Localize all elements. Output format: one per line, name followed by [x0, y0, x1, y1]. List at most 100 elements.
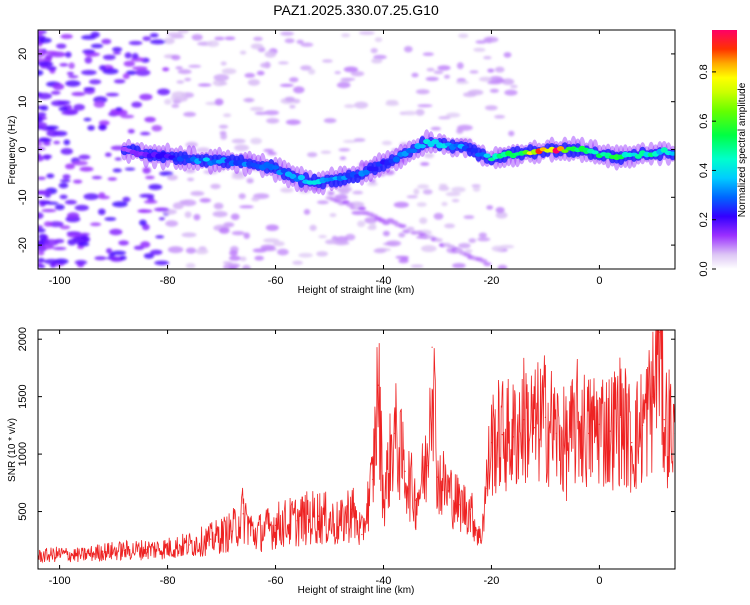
colorbar-gradient [712, 30, 737, 269]
noise-blob [280, 31, 294, 36]
noise-blob [327, 190, 335, 196]
noise-blob [308, 68, 316, 75]
x-tick-label: -60 [268, 575, 284, 587]
spectrogram-ridge [120, 129, 675, 196]
noise-blob [65, 51, 72, 58]
noise-blob [124, 52, 132, 59]
noise-blob [93, 100, 106, 108]
noise-blob [278, 61, 289, 65]
noise-blob [74, 204, 89, 211]
noise-blob [494, 66, 505, 73]
noise-blob [263, 148, 274, 153]
snr-point [490, 442, 493, 444]
noise-blob [38, 212, 44, 220]
noise-blob [251, 196, 260, 202]
y-tick-label: 1500 [17, 384, 29, 408]
noise-blob [150, 249, 163, 255]
noise-blob [131, 53, 139, 60]
noise-blob [68, 75, 79, 79]
noise-blob [90, 222, 102, 227]
snr-point [274, 524, 277, 526]
noise-blob [190, 191, 205, 196]
noise-blob [171, 103, 180, 108]
noise-blob [264, 50, 277, 58]
noise-blob [89, 79, 102, 85]
noise-blob [487, 80, 502, 85]
noise-blob [66, 71, 74, 76]
noise-blob [46, 66, 57, 71]
noise-blob [185, 247, 197, 254]
noise-blob [374, 37, 383, 43]
x-tick-label: -40 [376, 275, 392, 287]
noise-blob [253, 36, 263, 42]
noise-blob [230, 213, 240, 221]
noise-blob [373, 248, 387, 254]
noise-blob [38, 116, 44, 123]
noise-blob [265, 224, 279, 231]
snr-point [231, 530, 233, 532]
snr-point [620, 416, 622, 418]
noise-blob [151, 125, 163, 132]
noise-blob [411, 72, 419, 78]
noise-blob [338, 148, 351, 152]
noise-blob [419, 217, 428, 224]
noise-blob [340, 77, 356, 81]
noise-blob [455, 80, 469, 85]
ridge-blob [297, 174, 305, 181]
noise-blob [425, 76, 439, 82]
noise-blob [463, 215, 475, 220]
noise-blob [38, 61, 54, 67]
noise-blob [467, 89, 484, 96]
noise-blob [60, 179, 71, 183]
noise-blob [438, 186, 450, 191]
noise-blob [320, 150, 332, 154]
ridge-blob [202, 157, 210, 162]
y-tick-label: 20 [17, 48, 29, 60]
noise-blob [254, 255, 264, 261]
noise-blob [298, 253, 313, 258]
noise-blob [366, 182, 378, 186]
noise-blob [260, 244, 276, 251]
noise-blob [497, 264, 508, 269]
noise-blob [357, 220, 366, 228]
noise-blob [468, 238, 477, 244]
noise-blob [485, 37, 493, 44]
noise-blob [350, 71, 365, 77]
y-tick-label: 500 [17, 502, 29, 520]
x-tick-label: 0 [596, 275, 602, 287]
snr-point [361, 533, 363, 536]
noise-blob [250, 43, 264, 50]
noise-blob [503, 52, 512, 58]
noise-blob [84, 56, 93, 64]
noise-blob [140, 131, 151, 136]
noise-blob [433, 70, 444, 75]
snr-marks [38, 330, 675, 564]
snr-point [555, 432, 557, 434]
noise-blob [309, 224, 317, 231]
noise-blob [185, 141, 198, 148]
noise-blob [112, 168, 122, 173]
noise-blob [382, 230, 390, 237]
noise-blob [316, 200, 329, 205]
noise-blob [140, 241, 151, 248]
noise-blob [90, 43, 104, 49]
noise-blob [473, 47, 486, 52]
noise-blob [179, 200, 189, 204]
noise-blob [325, 239, 337, 245]
noise-blob [184, 211, 192, 218]
noise-blob [494, 115, 506, 119]
snr-point [123, 550, 125, 552]
noise-blob [322, 59, 333, 63]
noise-blob [102, 68, 119, 75]
noise-blob [247, 79, 260, 86]
noise-blob [413, 188, 420, 195]
noise-blob [221, 68, 237, 75]
noise-blob [243, 232, 250, 239]
y-tick-label: 1000 [17, 442, 29, 466]
noise-blob [71, 91, 86, 97]
noise-blob [364, 217, 378, 224]
noise-blob [44, 154, 51, 161]
x-tick-label: -20 [484, 575, 500, 587]
noise-blob [415, 89, 430, 95]
colorbar-label: Normalized spectral amplitude [737, 82, 748, 217]
